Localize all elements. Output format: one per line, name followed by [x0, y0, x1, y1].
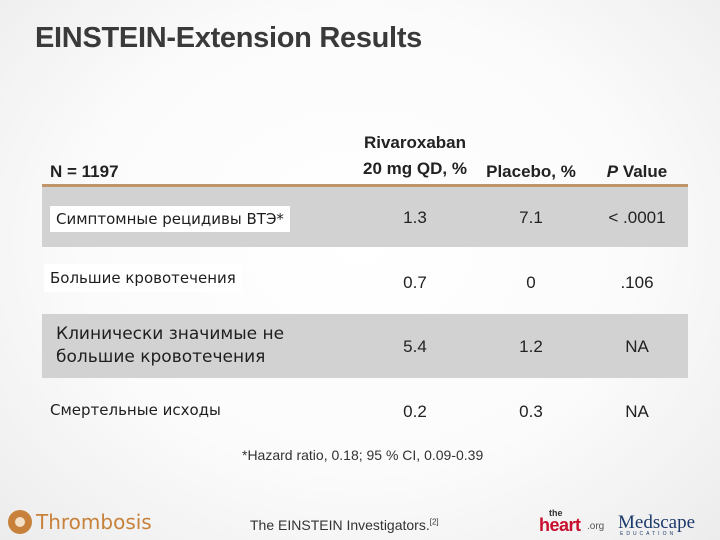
header-p-rest: Value: [618, 162, 668, 181]
theheart-logo-the: the: [549, 508, 563, 518]
cell-rivaroxaban-2: 0.7: [403, 273, 427, 292]
citation-ref: [2]: [429, 517, 439, 527]
row-label-4: Смертельные исходы: [50, 401, 221, 419]
theheart-logo-heart: heart: [539, 515, 581, 535]
row-label-1: Симптомные рецидивы ВТЭ*: [50, 206, 290, 232]
row-label-2: Большие кровотечения: [44, 264, 242, 292]
thrombosis-brand: Thrombosis: [8, 508, 152, 536]
cell-p-4: NA: [625, 402, 649, 421]
header-p-value: P Value: [596, 159, 678, 185]
thrombosis-logo-icon: [8, 510, 32, 534]
cell-rivaroxaban-1: 1.3: [403, 208, 427, 227]
slide-title: EINSTEIN-Extension Results: [35, 22, 422, 54]
cell-placebo-1: 7.1: [519, 208, 543, 227]
cell-p-2: .106: [620, 273, 654, 292]
cell-placebo-2: 0: [526, 273, 536, 292]
medscape-logo-sub: EDUCATION: [620, 531, 677, 537]
cell-rivaroxaban-3: 5.4: [403, 337, 427, 356]
header-rivaroxaban-line1: Rivaroxaban: [363, 133, 467, 152]
cell-placebo-4: 0.3: [519, 402, 543, 421]
row-band-3: [42, 314, 688, 378]
header-p-italic: P: [606, 162, 619, 181]
citation-text: The EINSTEIN Investigators.: [250, 517, 430, 533]
footnote: *Hazard ratio, 0.18; 95 % CI, 0.09-0.39: [242, 447, 484, 463]
theheart-org-logo: the heart .org: [537, 508, 607, 536]
cell-rivaroxaban-4: 0.2: [403, 402, 427, 421]
header-rule: [42, 184, 688, 187]
row-label-3: Клинически значимые не большие кровотече…: [56, 324, 285, 367]
cell-p-1: < .0001: [608, 208, 666, 227]
thrombosis-brand-text: Thrombosis: [36, 510, 152, 534]
theheart-logo-org: .org: [587, 521, 605, 532]
header-rivaroxaban-line2: 20 mg QD, %: [363, 159, 467, 178]
cell-placebo-3: 1.2: [519, 337, 543, 356]
cell-p-3: NA: [625, 337, 649, 356]
citation: The EINSTEIN Investigators.[2]: [250, 517, 439, 533]
header-rivaroxaban: Rivaroxaban 20 mg QD, %: [352, 130, 478, 182]
medscape-logo: Medscape EDUCATION: [618, 510, 714, 537]
header-placebo: Placebo, %: [486, 162, 576, 181]
medscape-logo-word: Medscape: [618, 512, 696, 533]
header-n: N = 1197: [50, 162, 119, 181]
